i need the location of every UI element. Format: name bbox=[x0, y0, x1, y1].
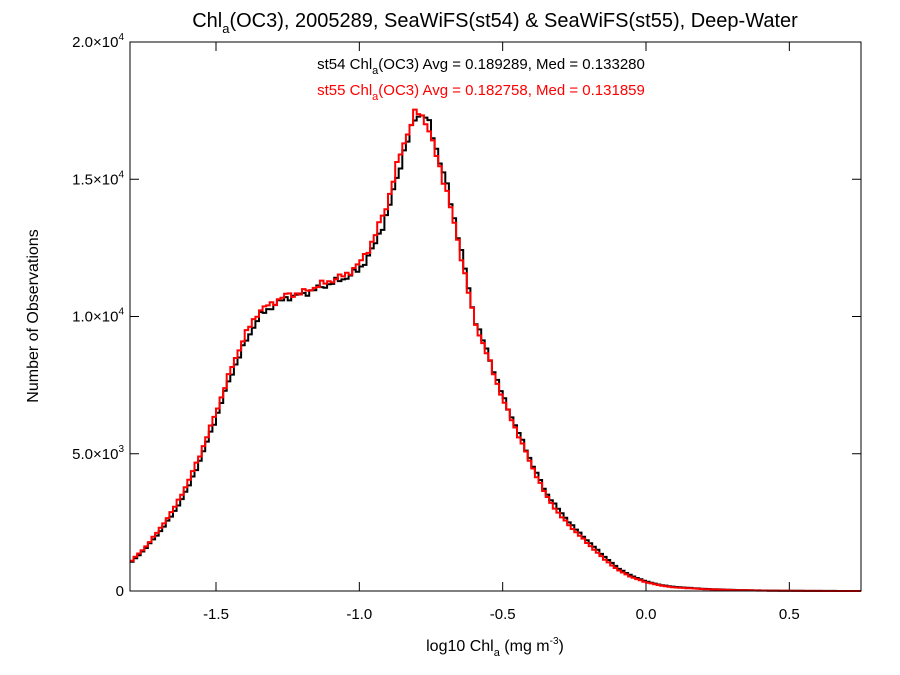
annotation-st54: st54 Chla(OC3) Avg = 0.189289, Med = 0.1… bbox=[317, 56, 645, 77]
series-line-st54 bbox=[130, 114, 861, 592]
y-axis-ticks: 0 5.0×103 1.0×104 1.5×104 2.0×104 bbox=[72, 32, 861, 600]
x-tick-label: 0.0 bbox=[636, 606, 657, 623]
plot-frame bbox=[129, 41, 862, 592]
x-tick-label: -1.5 bbox=[203, 606, 229, 623]
series-group bbox=[130, 108, 861, 592]
x-tick-label: -1.0 bbox=[346, 606, 372, 623]
chart-title: Chla(OC3), 2005289, SeaWiFS(st54) & SeaW… bbox=[192, 10, 798, 36]
y-tick-label: 5.0×103 bbox=[72, 444, 124, 463]
y-tick-label: 1.5×104 bbox=[72, 169, 124, 188]
y-tick-label: 2.0×104 bbox=[72, 32, 124, 51]
x-axis-label: log10 Chla (mg m-3) bbox=[426, 636, 564, 659]
y-tick-label: 0 bbox=[116, 583, 124, 600]
y-axis-label: Number of Observations bbox=[25, 229, 42, 402]
x-tick-label: -0.5 bbox=[490, 606, 516, 623]
x-tick-label: 0.5 bbox=[779, 606, 800, 623]
series-line-st55 bbox=[130, 108, 861, 592]
annotation-st55: st55 Chla(OC3) Avg = 0.182758, Med = 0.1… bbox=[317, 82, 645, 103]
y-tick-label: 1.0×104 bbox=[72, 307, 124, 326]
x-axis-ticks: -1.5 -1.0 -0.5 0.0 0.5 bbox=[203, 42, 800, 623]
